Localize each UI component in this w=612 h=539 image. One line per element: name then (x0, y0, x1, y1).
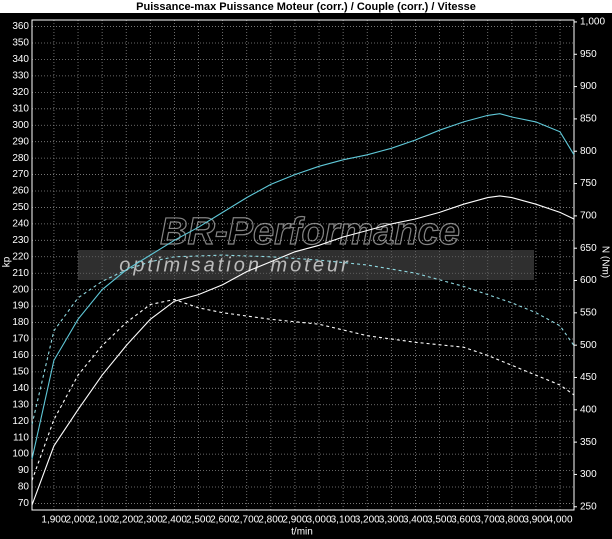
y-tick-label: 330 (12, 71, 29, 82)
x-tick-label: 2,500 (186, 515, 211, 526)
x-tick-label: 2,600 (210, 515, 235, 526)
y-tick-label: 280 (12, 153, 29, 164)
series-line (31, 254, 575, 425)
y2-tick-label: 350 (580, 437, 597, 448)
y-tick-label: 110 (13, 432, 29, 443)
y-tick-label: 180 (12, 317, 29, 328)
y2-tick-label: 650 (580, 243, 597, 254)
y2-tick-label: 1,000 (580, 17, 605, 28)
y2-tick-label: 300 (580, 469, 597, 480)
y-tick-label: 300 (12, 120, 29, 131)
y-tick-label: 170 (12, 334, 29, 345)
y2-tick-label: 700 (580, 211, 597, 222)
x-tick-label: 4,000 (548, 515, 573, 526)
y-tick-label: 70 (18, 498, 30, 509)
y2-tick-label: 850 (580, 114, 597, 125)
plot-border (31, 19, 575, 511)
y2-tick-label: 800 (580, 146, 597, 157)
y2-tick-label: 400 (580, 404, 597, 415)
y-tick-label: 350 (12, 38, 29, 49)
x-tick-label: 1,900 (41, 515, 66, 526)
x-tick-label: 3,000 (307, 515, 332, 526)
x-tick-label: 2,800 (258, 515, 283, 526)
y2-tick-label: 750 (580, 178, 597, 189)
x-tick-label: 2,100 (90, 515, 115, 526)
y2-tick-label: 950 (580, 49, 597, 60)
y-tick-label: 100 (12, 449, 29, 460)
x-tick-label: 3,300 (379, 515, 404, 526)
y-tick-label: 240 (12, 219, 29, 230)
x-tick-label: 2,900 (282, 515, 307, 526)
series-line (31, 195, 575, 506)
y-tick-label: 290 (12, 136, 29, 147)
x-tick-label: 2,000 (66, 515, 91, 526)
y2-axis-label: N (Nm) (599, 246, 610, 278)
y2-tick-label: 600 (580, 275, 597, 286)
y-tick-label: 220 (12, 251, 29, 262)
y-tick-label: 250 (12, 202, 29, 213)
x-tick-label: 3,900 (523, 515, 548, 526)
chart-title: Puissance-max Puissance Moteur (corr.) /… (136, 1, 476, 13)
x-tick-label: 2,300 (138, 515, 163, 526)
y-tick-label: 320 (12, 87, 29, 98)
y-tick-label: 90 (18, 465, 30, 476)
y-axis-label: kp (2, 256, 13, 267)
x-tick-label: 3,400 (403, 515, 428, 526)
watermark: BR-Performance optimisation moteur (78, 210, 534, 280)
x-tick-label: 3,200 (355, 515, 380, 526)
y-tick-label: 230 (12, 235, 29, 246)
y2-tick-label: 500 (580, 340, 597, 351)
x-tick-label: 2,700 (234, 515, 259, 526)
y-tick-label: 80 (18, 482, 30, 493)
x-tick-label: 3,600 (451, 515, 476, 526)
x-tick-label: 3,700 (475, 515, 500, 526)
y-tick-label: 140 (12, 383, 29, 394)
y-tick-label: 210 (12, 268, 29, 279)
y-tick-label: 270 (12, 169, 29, 180)
y-tick-label: 260 (12, 186, 29, 197)
x-axis-label: t/min (291, 527, 313, 538)
y-tick-label: 340 (12, 54, 29, 65)
y-tick-label: 120 (12, 416, 29, 427)
y2-tick-label: 250 (580, 501, 597, 512)
watermark-text: BR-Performance (160, 211, 460, 253)
y2-tick-label: 450 (580, 372, 597, 383)
x-tick-label: 3,500 (427, 515, 452, 526)
y-tick-label: 130 (12, 399, 29, 410)
x-tick-label: 3,800 (499, 515, 524, 526)
watermark-subtitle: optimisation moteur (119, 254, 351, 276)
y2-tick-label: 900 (580, 81, 597, 92)
y-tick-label: 310 (12, 103, 29, 114)
x-tick-label: 2,200 (114, 515, 139, 526)
x-tick-label: 3,100 (331, 515, 356, 526)
x-tick-label: 2,400 (162, 515, 187, 526)
watermark-band (78, 250, 534, 280)
y-tick-label: 360 (12, 21, 29, 32)
y2-tick-label: 550 (580, 307, 597, 318)
y-tick-label: 200 (12, 284, 29, 295)
y-tick-label: 150 (12, 367, 29, 378)
y-tick-label: 160 (12, 350, 29, 361)
y-tick-label: 190 (12, 301, 29, 312)
